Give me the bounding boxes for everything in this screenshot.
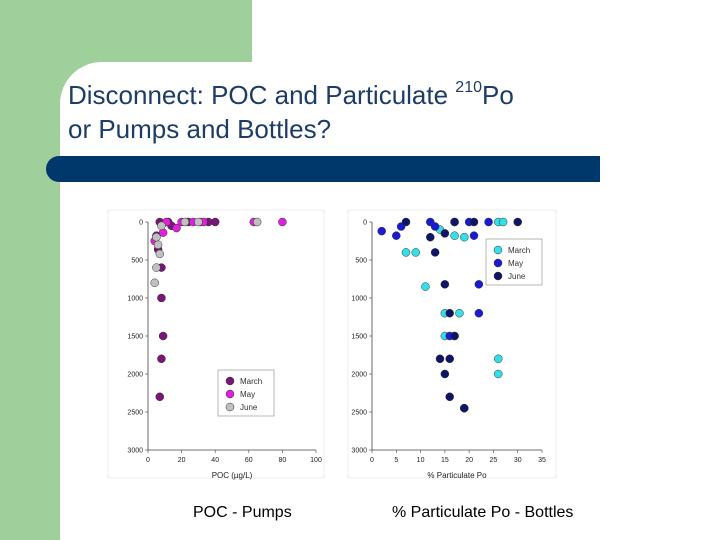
data-point-march bbox=[157, 354, 166, 364]
y-tick-label: 0 bbox=[363, 220, 367, 227]
y-tick-label: 0 bbox=[139, 220, 143, 227]
legend-label-june: June bbox=[240, 403, 258, 412]
x-tick-label: 80 bbox=[279, 457, 287, 464]
data-point-may bbox=[392, 231, 401, 240]
legend-marker-june bbox=[493, 271, 503, 281]
y-tick-label: 2000 bbox=[351, 372, 367, 379]
data-point-march bbox=[460, 232, 469, 242]
legend-marker-march bbox=[225, 376, 235, 386]
title-line1: Disconnect: POC and Particulate bbox=[68, 80, 456, 110]
x-axis-label: POC (µg/L) bbox=[212, 471, 253, 480]
legend-marker-june bbox=[225, 402, 235, 412]
x-tick-label: 15 bbox=[441, 457, 449, 464]
data-point-march bbox=[155, 392, 165, 402]
y-tick-label: 2500 bbox=[127, 410, 143, 417]
data-point-june bbox=[430, 248, 440, 257]
data-point-june bbox=[440, 369, 450, 379]
y-tick-label: 2000 bbox=[127, 372, 143, 379]
data-point-march bbox=[498, 217, 508, 227]
caption-pumps: POC - Pumps bbox=[193, 504, 292, 521]
y-tick-label: 3000 bbox=[127, 448, 143, 455]
data-point-march bbox=[411, 248, 420, 257]
slide-title: Disconnect: POC and Particulate 210Po or… bbox=[68, 78, 708, 146]
legend-label-march: March bbox=[508, 246, 530, 255]
legend-marker-may bbox=[225, 389, 235, 399]
y-tick-label: 1000 bbox=[351, 296, 367, 303]
chart-frame-1 bbox=[107, 209, 325, 479]
data-point-june bbox=[440, 280, 450, 289]
data-point-june bbox=[513, 217, 522, 227]
y-tick-label: 3000 bbox=[351, 448, 367, 455]
x-tick-label: 100 bbox=[310, 457, 322, 464]
x-tick-label: 60 bbox=[245, 457, 253, 464]
legend-label-march: March bbox=[240, 377, 262, 386]
data-point-june bbox=[157, 221, 166, 231]
data-point-june bbox=[445, 392, 454, 402]
data-point-june bbox=[401, 217, 411, 227]
legend-label-may: May bbox=[240, 390, 255, 399]
y-tick-label: 1500 bbox=[127, 334, 143, 341]
data-point-june bbox=[450, 217, 459, 227]
data-point-may bbox=[474, 280, 484, 289]
data-point-june bbox=[152, 263, 161, 272]
legend-label-june: June bbox=[508, 272, 526, 281]
data-point-june bbox=[469, 217, 479, 227]
data-point-june bbox=[180, 217, 190, 227]
data-point-june bbox=[450, 331, 459, 341]
data-point-march bbox=[158, 331, 168, 341]
data-point-june bbox=[445, 354, 454, 364]
x-tick-label: 0 bbox=[146, 457, 150, 464]
data-point-march bbox=[450, 231, 459, 240]
data-point-march bbox=[494, 354, 503, 364]
data-point-june bbox=[153, 240, 163, 250]
data-point-may bbox=[474, 308, 484, 318]
data-point-june bbox=[150, 278, 159, 288]
y-tick-label: 1500 bbox=[351, 334, 367, 341]
data-point-june bbox=[460, 403, 469, 413]
data-point-march bbox=[494, 369, 503, 379]
data-point-may bbox=[430, 222, 440, 231]
data-point-may bbox=[469, 231, 479, 240]
data-point-june bbox=[426, 232, 435, 242]
data-point-may bbox=[278, 217, 287, 227]
data-point-may bbox=[377, 226, 386, 236]
x-axis-label: % Particulate Po bbox=[427, 471, 487, 480]
x-tick-label: 20 bbox=[465, 457, 473, 464]
x-tick-label: 25 bbox=[490, 457, 498, 464]
data-point-march bbox=[210, 217, 220, 227]
x-tick-label: 10 bbox=[417, 457, 425, 464]
data-point-march bbox=[421, 282, 430, 291]
y-tick-label: 500 bbox=[131, 258, 143, 265]
title-line2: or Pumps and Bottles? bbox=[68, 114, 332, 144]
title-line1-end: Po bbox=[482, 80, 514, 110]
caption-bottles: % Particulate Po - Bottles bbox=[392, 504, 574, 521]
x-tick-label: 35 bbox=[538, 457, 546, 464]
y-tick-label: 2500 bbox=[351, 410, 367, 417]
data-point-june bbox=[194, 217, 203, 227]
title-superscript: 210 bbox=[455, 79, 482, 97]
legend-marker-may bbox=[493, 258, 503, 268]
data-point-june bbox=[152, 232, 161, 242]
x-tick-label: 0 bbox=[370, 457, 374, 464]
data-point-june bbox=[440, 229, 450, 238]
x-tick-label: 30 bbox=[514, 457, 522, 464]
data-point-june bbox=[252, 217, 262, 227]
y-tick-label: 1000 bbox=[127, 296, 143, 303]
legend-label-may: May bbox=[508, 259, 523, 268]
data-point-may bbox=[172, 223, 181, 233]
title-underline-bar bbox=[46, 156, 600, 182]
data-point-june bbox=[435, 354, 445, 364]
data-point-march bbox=[401, 248, 411, 257]
y-tick-label: 500 bbox=[355, 258, 367, 265]
x-tick-label: 20 bbox=[178, 457, 186, 464]
data-point-march bbox=[157, 293, 166, 303]
data-point-june bbox=[445, 308, 454, 318]
legend-marker-march bbox=[493, 245, 503, 255]
data-point-may bbox=[484, 217, 493, 227]
data-point-march bbox=[455, 308, 464, 318]
data-point-june bbox=[155, 249, 165, 259]
x-tick-label: 5 bbox=[394, 457, 398, 464]
x-tick-label: 40 bbox=[211, 457, 219, 464]
